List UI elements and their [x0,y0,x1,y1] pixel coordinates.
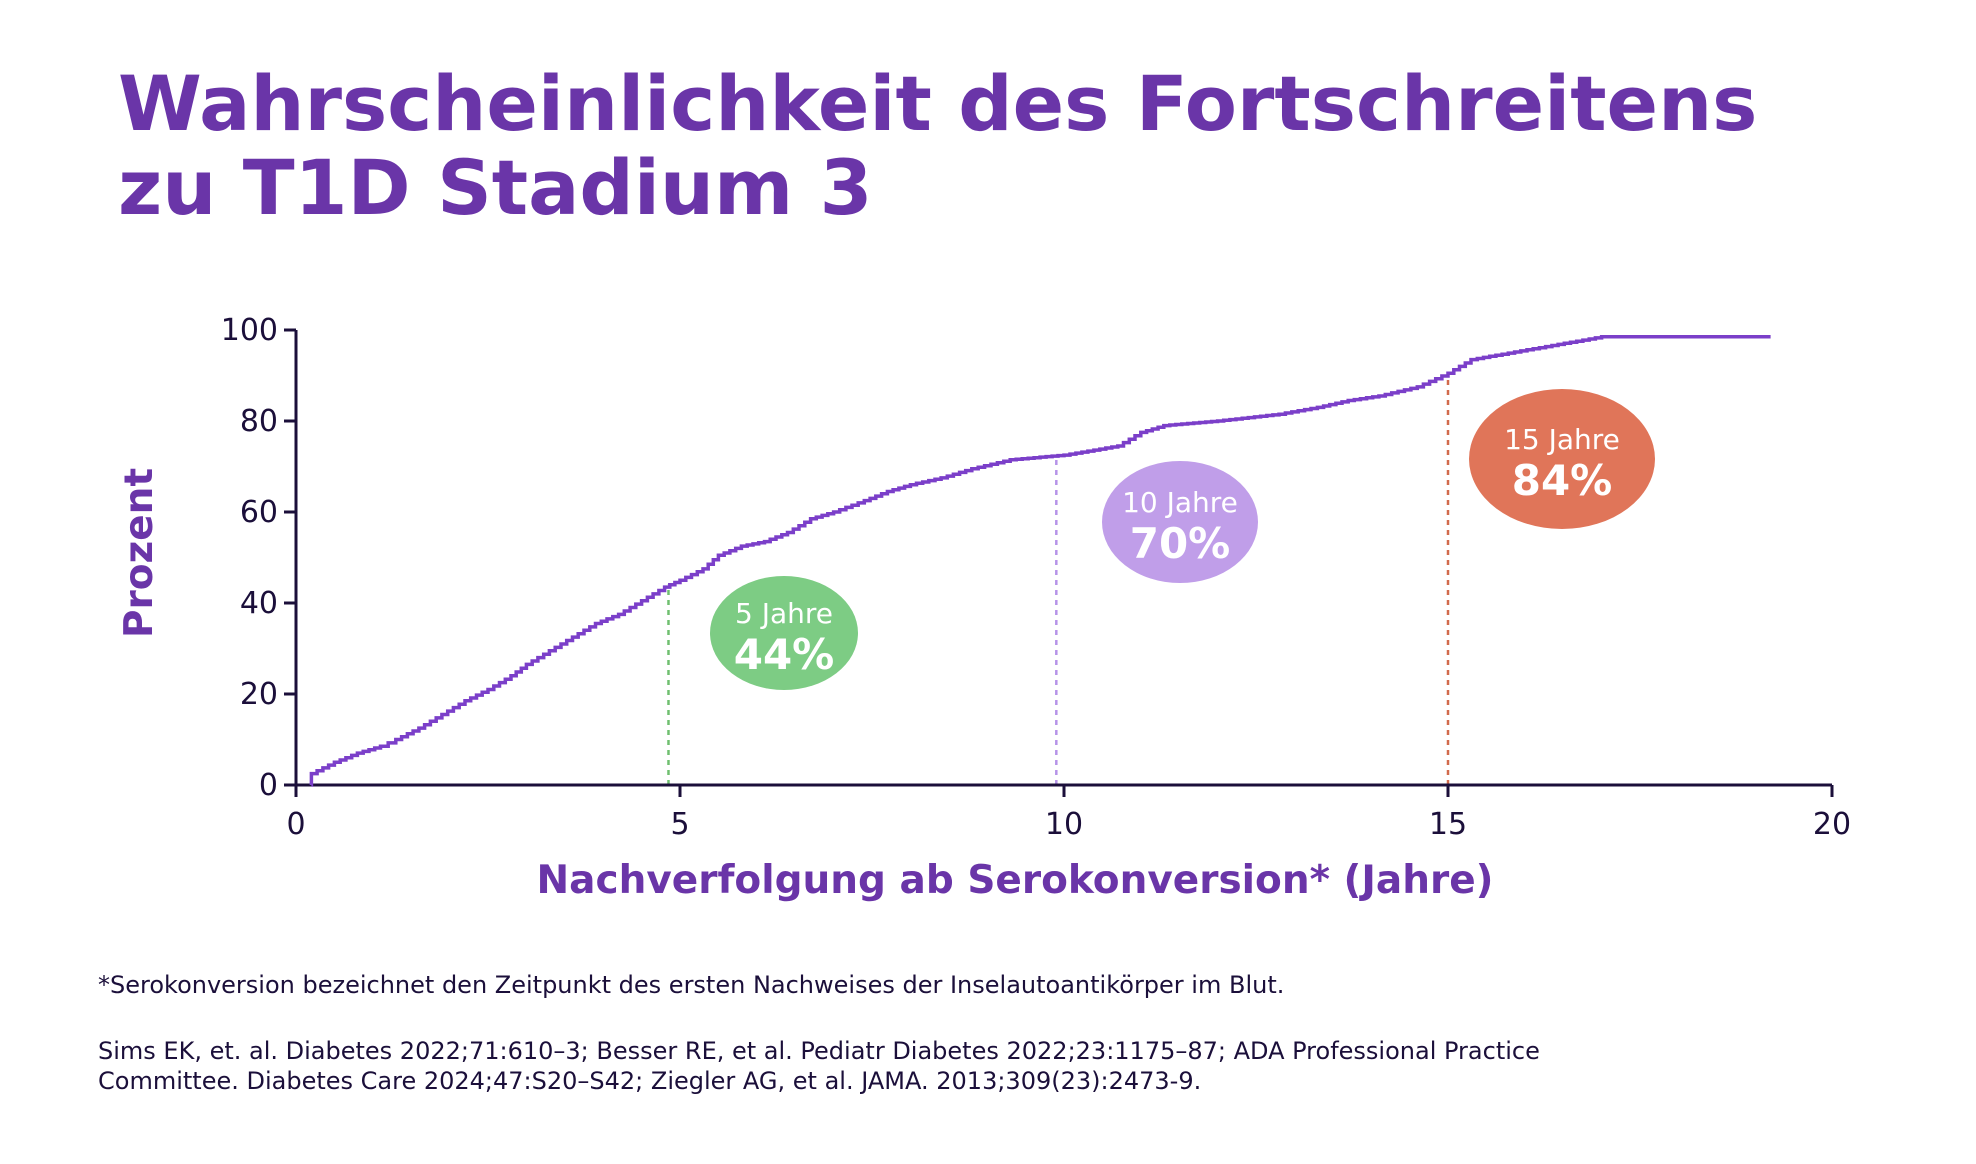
x-tick-label: 10 [1045,807,1083,842]
y-tick-label: 20 [240,677,278,712]
marker-label-years-1: 5 Jahre [735,597,833,630]
footnote-references: Sims EK, et. al. Diabetes 2022;71:610–3;… [98,1036,1540,1096]
y-tick-label: 60 [240,495,278,530]
y-tick-label: 40 [240,586,278,621]
page-title: Wahrscheinlichkeit des Fortschreitens zu… [118,62,1757,230]
marker-bubble-1 [710,576,858,690]
x-tick-label: 0 [286,807,305,842]
marker-label-percent-2: 70% [1130,519,1231,568]
title-line-1: Wahrscheinlichkeit des Fortschreitens [118,59,1758,148]
marker-bubble-3 [1469,389,1655,529]
x-tick-label: 15 [1429,807,1467,842]
marker-label-years-3: 15 Jahre [1504,423,1620,456]
references-line-1: Sims EK, et. al. Diabetes 2022;71:610–3;… [98,1037,1540,1065]
footnote-definition: *Serokonversion bezeichnet den Zeitpunkt… [98,971,1285,999]
marker-bubble-2 [1102,461,1258,583]
marker-label-years-2: 10 Jahre [1122,486,1238,519]
title-line-2: zu T1D Stadium 3 [118,143,873,232]
marker-label-percent-3: 84% [1512,456,1613,505]
y-tick-label: 80 [240,404,278,439]
y-tick-label: 100 [221,313,278,348]
references-line-2: Committee. Diabetes Care 2024;47:S20–S42… [98,1067,1202,1095]
x-tick-label: 5 [670,807,689,842]
x-axis-label: Nachverfolgung ab Serokonversion* (Jahre… [537,858,1494,903]
marker-label-percent-1: 44% [734,630,835,679]
x-tick-label: 20 [1813,807,1851,842]
y-axis-label: Prozent [117,468,162,638]
series-line [309,335,1771,787]
y-tick-label: 0 [259,768,278,803]
